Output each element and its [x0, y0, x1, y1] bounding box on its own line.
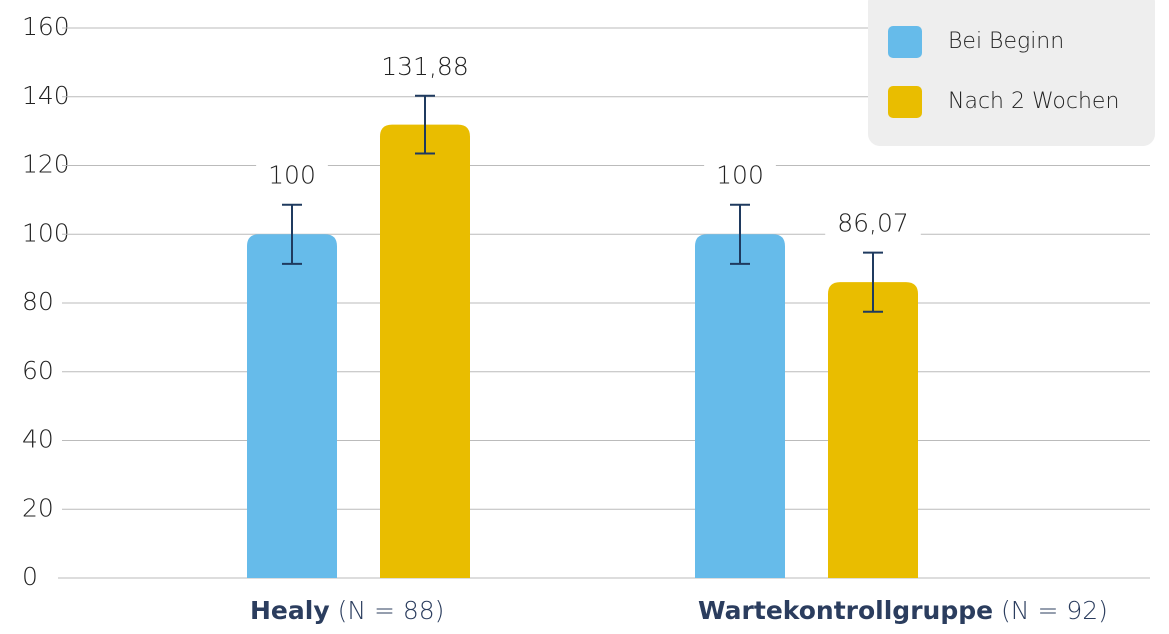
category-name: Healy [250, 596, 330, 625]
error-bar [730, 203, 750, 265]
error-bar [415, 94, 435, 155]
x-tick-label: Healy (N = 88) [250, 596, 444, 625]
x-tick-label: Wartekontrollgruppe (N = 92) [698, 596, 1108, 625]
error-bar [863, 251, 883, 313]
y-tick-label: 60 [22, 356, 54, 385]
value-label-bg [825, 208, 921, 241]
value-label: 131,88 [381, 52, 468, 81]
legend-label: Bei Beginn [948, 29, 1064, 54]
error-bar [282, 203, 302, 265]
bar [828, 282, 918, 578]
value-label-bg [704, 160, 776, 193]
legend-swatch [888, 26, 922, 58]
y-tick-label: 0 [22, 562, 38, 591]
value-label-bg [369, 51, 481, 84]
bar [695, 234, 785, 578]
y-tick-label: 140 [22, 81, 70, 110]
y-tick-label: 160 [22, 12, 70, 41]
legend-label: Nach 2 Wochen [948, 89, 1119, 114]
y-tick-label: 80 [22, 287, 54, 316]
legend-box [868, 0, 1155, 146]
value-label-bg [256, 160, 328, 193]
y-tick-label: 120 [22, 150, 70, 179]
category-name: Wartekontrollgruppe [698, 596, 993, 625]
y-tick-label: 20 [22, 493, 54, 522]
category-note: (N = 92) [1001, 596, 1108, 625]
bar [247, 234, 337, 578]
value-label: 100 [716, 161, 764, 190]
category-note: (N = 88) [338, 596, 445, 625]
value-label: 100 [268, 161, 316, 190]
y-tick-label: 100 [22, 218, 70, 247]
bar [380, 124, 470, 578]
value-label: 86,07 [837, 209, 909, 238]
legend-swatch [888, 86, 922, 118]
y-tick-label: 40 [22, 425, 54, 454]
